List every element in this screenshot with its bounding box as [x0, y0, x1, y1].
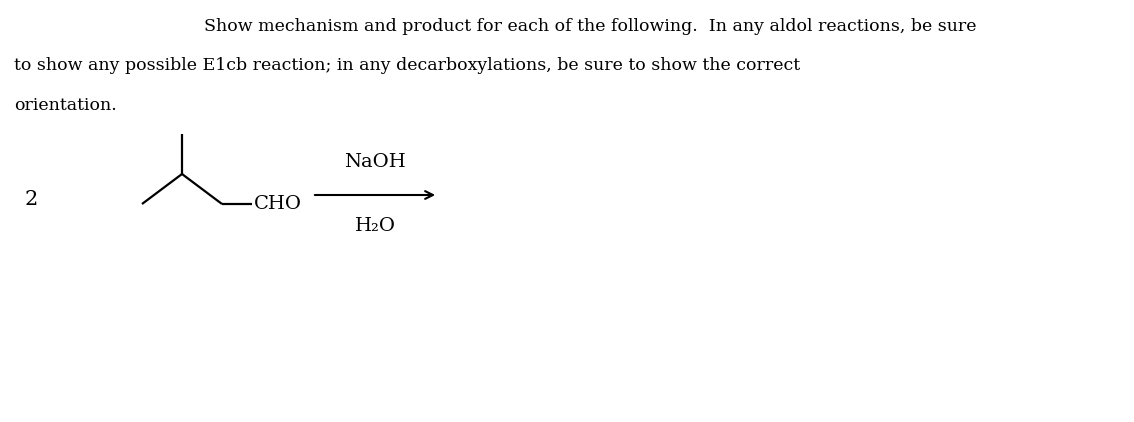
Text: Show mechanism and product for each of the following.  In any aldol reactions, b: Show mechanism and product for each of t… [204, 18, 976, 35]
Text: H₂O: H₂O [355, 217, 396, 235]
Text: 2: 2 [25, 190, 39, 209]
Text: orientation.: orientation. [14, 97, 117, 114]
Text: to show any possible E1cb reaction; in any decarboxylations, be sure to show the: to show any possible E1cb reaction; in a… [14, 57, 801, 74]
Text: NaOH: NaOH [344, 153, 406, 171]
Text: CHO: CHO [254, 195, 302, 213]
